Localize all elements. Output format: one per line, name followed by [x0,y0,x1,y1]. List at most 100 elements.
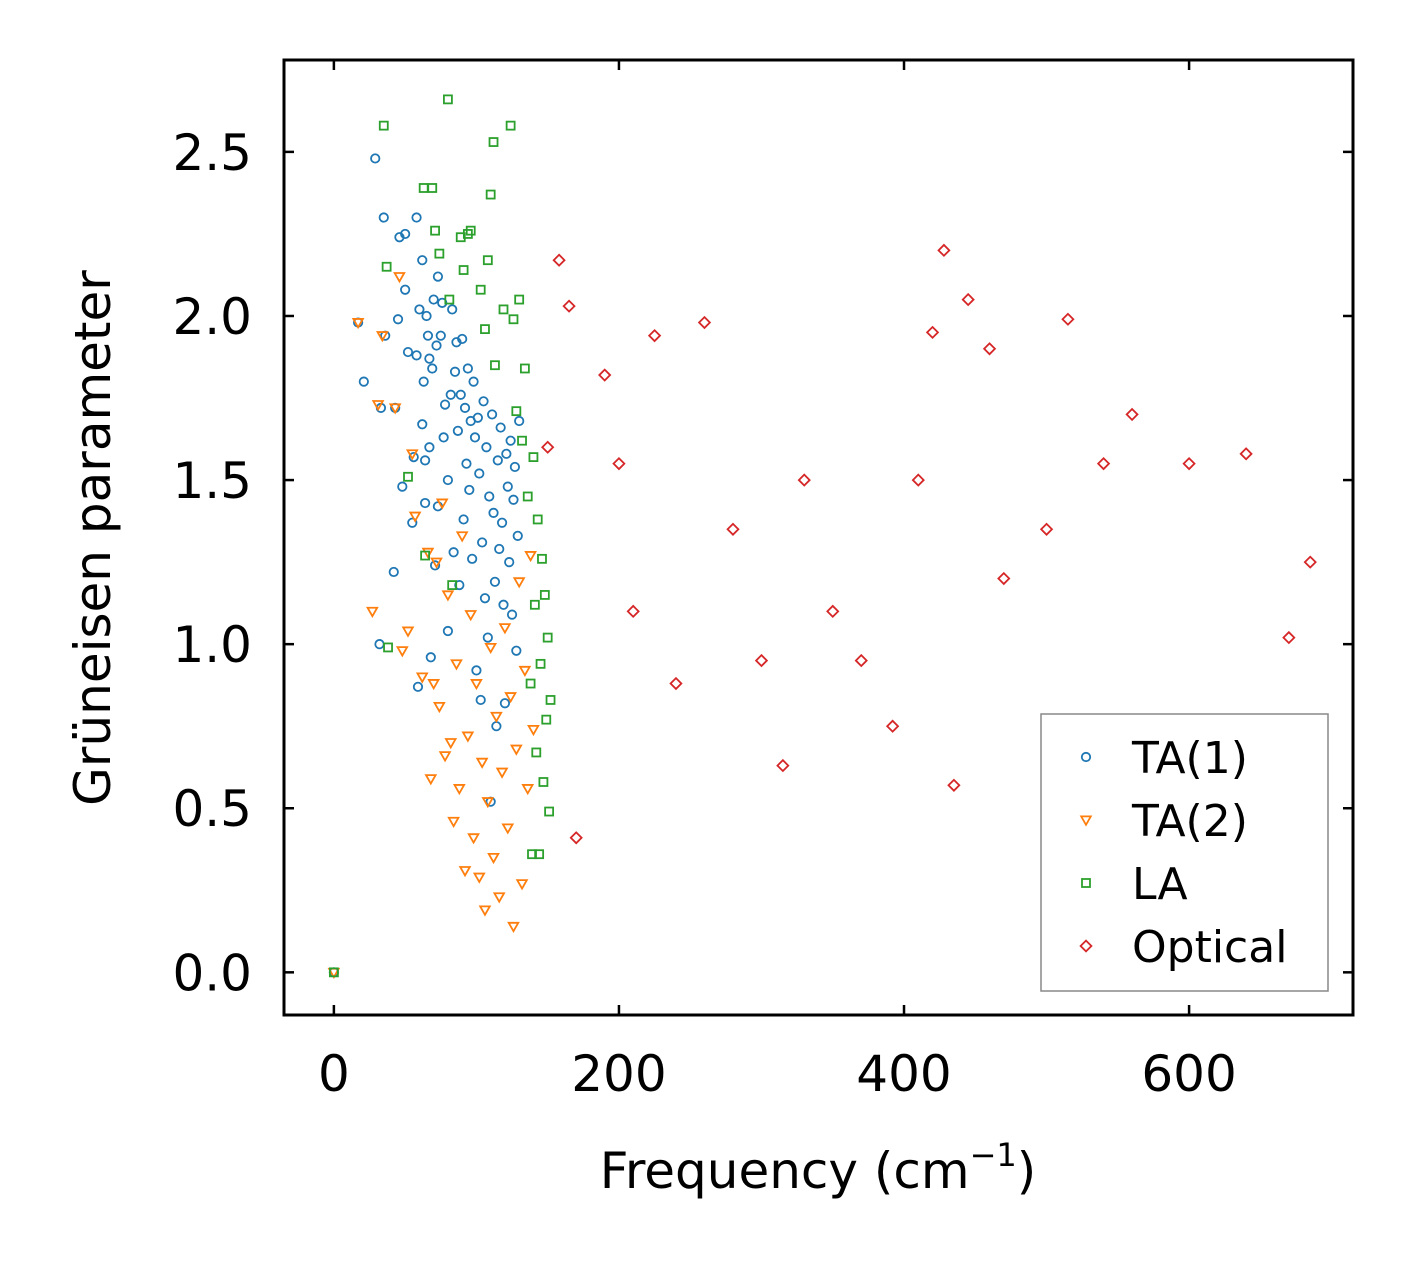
point-optical [1061,312,1075,326]
point-optical [726,522,740,536]
point-ta1 [469,432,481,443]
point-la [488,137,499,147]
point-ta2 [490,711,503,723]
point-optical [612,456,626,471]
point-optical [562,299,576,313]
point-ta2 [495,767,509,779]
point-ta1 [449,366,461,377]
x-axis-title-main: Frequency (cm [600,1142,970,1200]
point-ta1 [484,491,495,502]
point-ta1 [468,376,479,387]
point-ta1 [489,576,501,587]
point-la [508,314,519,325]
point-la [465,225,476,236]
point-la [485,189,496,200]
point-ta2 [507,921,520,934]
point-ta2 [504,692,517,704]
point-ta2 [509,744,523,756]
point-ta2 [524,551,537,563]
point-optical [598,368,612,382]
point-ta1 [454,579,465,591]
point-ta1 [400,228,411,240]
point-optical [541,440,555,454]
x-tick-label: 0 [318,1045,350,1103]
point-ta1 [472,412,483,423]
point-ta1 [442,625,454,637]
point-ta2 [371,400,385,412]
point-la [541,714,552,725]
axis-ticks: 0 200 400 600 0.0 0.5 1.0 1.5 2.0 2.5 [172,60,1353,1103]
point-ta1 [502,481,513,492]
point-optical [1282,630,1296,645]
point-ta1 [501,448,512,459]
point-la [482,255,493,266]
point-la [514,294,525,305]
y-tick-label: 0.0 [172,944,252,1002]
point-ta2 [458,866,472,878]
legend-label-la: LA [1132,859,1188,910]
point-ta1 [392,314,404,325]
point-la [403,471,413,482]
point-optical [552,253,566,267]
point-la [443,94,453,105]
point-ta2 [475,757,489,769]
point-optical [937,243,951,258]
point-la [444,294,455,305]
point-ta1 [429,560,441,571]
point-la [458,265,469,275]
point-ta2 [366,606,379,618]
point-ta1 [435,330,446,341]
point-ta2 [452,784,466,796]
point-la [531,747,542,758]
point-ta1 [492,455,503,466]
legend-marker-ta2 [1079,815,1093,827]
point-ta2 [501,823,515,835]
point-ta1 [467,553,478,564]
point-optical [947,778,961,792]
point-ta1 [424,442,435,453]
y-tick-label: 2.5 [172,124,252,182]
point-la [539,590,550,600]
point-ta1 [445,389,456,400]
point-ta1 [494,543,505,555]
point-la [490,360,500,371]
point-ta2 [388,403,402,415]
point-ta1 [506,609,518,620]
point-ta1 [417,419,428,430]
legend: TA(1) TA(2) LA Optical [1040,713,1329,992]
point-ta2 [433,702,446,714]
point-ta2 [450,659,463,671]
point-optical [697,315,712,330]
point-ta1 [370,153,381,164]
point-ta2 [527,724,540,737]
x-axis-title-superscript: −1 [970,1136,1017,1174]
point-ta1 [418,376,429,387]
legend-label-optical: Optical [1132,922,1287,973]
point-la [434,248,445,259]
point-ta1 [421,310,432,322]
legend-markers [1079,751,1093,953]
point-ta2 [351,318,365,330]
point-ta2 [470,679,483,691]
point-ta2 [487,852,500,865]
point-ta1 [439,399,451,410]
point-la [517,435,527,446]
point-ta1 [457,333,468,345]
point-ta1 [464,484,475,496]
point-optical [1096,456,1111,471]
plot-frame [282,58,1355,1017]
point-ta1 [407,517,418,528]
point-ta1 [474,468,485,479]
y-tick-label: 2.0 [172,288,252,346]
point-ta1 [438,432,449,443]
point-la [525,678,536,689]
point-ta1 [496,517,508,528]
point-la [447,580,458,590]
point-la [522,491,533,502]
point-ta2 [415,672,429,684]
point-ta1 [514,415,525,427]
point-optical [961,292,975,307]
point-ta2 [521,784,535,796]
